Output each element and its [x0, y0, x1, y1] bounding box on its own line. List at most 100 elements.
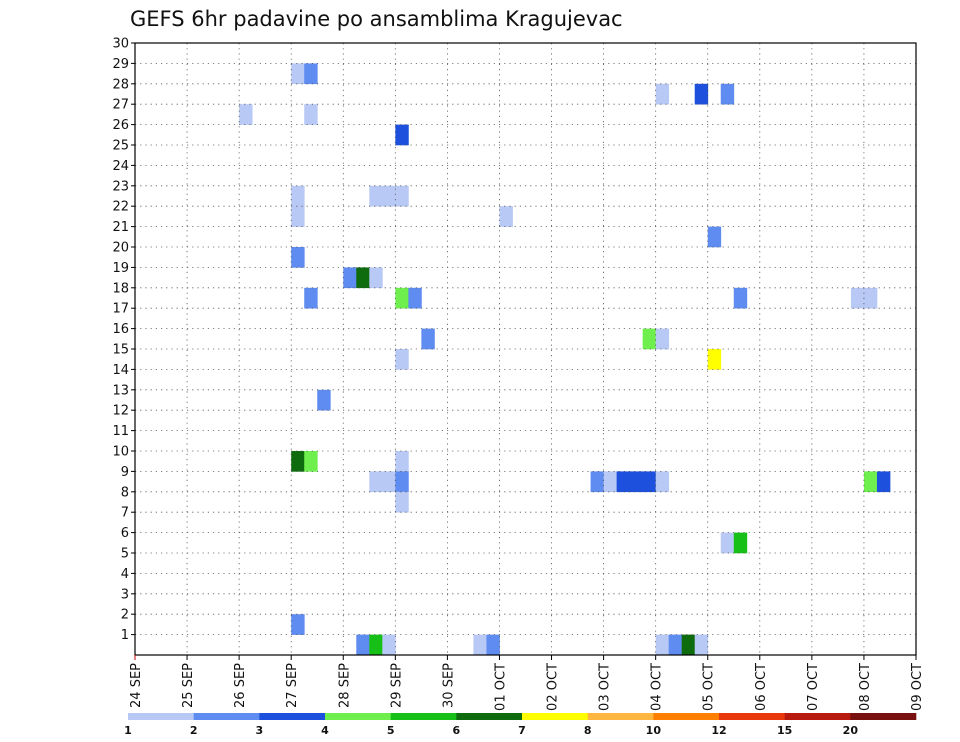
precip-cell	[304, 287, 318, 309]
precip-cell	[395, 451, 409, 472]
precip-cell	[694, 83, 709, 105]
colorbar-label: 12	[711, 724, 726, 737]
precip-cell	[421, 328, 435, 350]
y-tick-label: 2	[121, 608, 129, 623]
y-tick-label: 9	[121, 465, 129, 480]
x-tick-label: 04 OCT	[650, 663, 665, 711]
precip-cell	[616, 471, 631, 493]
precip-cell	[395, 287, 409, 309]
y-tick-label: 29	[112, 57, 129, 72]
colorbar-label: 10	[646, 724, 662, 737]
precip-cell	[382, 471, 396, 493]
precipitation-cells	[239, 63, 891, 656]
precip-cell	[694, 634, 709, 656]
precip-cell	[655, 328, 670, 350]
y-tick-label: 7	[121, 506, 129, 521]
y-tick-label: 23	[112, 179, 129, 194]
precip-cell	[395, 491, 409, 513]
colorbar-label: 2	[190, 724, 198, 737]
precip-cell	[239, 104, 253, 125]
x-tick-label: 30 SEP	[441, 663, 456, 708]
y-tick-label: 13	[112, 383, 129, 398]
colorbar-label: 8	[584, 724, 592, 737]
precip-cell	[655, 634, 670, 656]
y-tick-label: 15	[112, 343, 129, 358]
precip-cell	[395, 124, 409, 146]
precip-cell	[382, 634, 396, 656]
precip-cell	[863, 287, 878, 309]
precip-cell	[395, 185, 409, 207]
colorbar-label: 20	[843, 724, 859, 737]
precip-cell	[304, 451, 318, 472]
x-tick-label: 26 SEP	[233, 663, 248, 708]
precip-cell	[733, 532, 748, 554]
precip-cell	[603, 471, 618, 493]
colorbar-segment	[259, 713, 326, 720]
precip-cell	[369, 471, 383, 493]
x-tick-label: 24 SEP	[129, 663, 144, 708]
precip-cell	[642, 328, 657, 350]
precip-cell	[356, 634, 370, 656]
y-tick-label: 5	[121, 547, 129, 562]
colorbar-label: 5	[387, 724, 395, 737]
precip-cell	[486, 634, 500, 656]
precip-cell	[876, 471, 891, 493]
colorbar-segment	[522, 713, 588, 720]
precip-cell	[720, 532, 735, 554]
colorbar-segment	[128, 713, 194, 720]
colorbar-label: 3	[256, 724, 264, 737]
colorbar: 1 2 3 4 5 6 7 8 10 12 15 20	[124, 713, 917, 737]
precip-cell	[382, 185, 396, 207]
y-tick-label: 27	[112, 98, 129, 113]
precip-cell	[655, 83, 670, 105]
x-axis-ticks: 24 SEP 25 SEP 26 SEP 27 SEP 28 SEP 29 SEP 30 S…	[129, 655, 925, 711]
colorbar-segment	[587, 713, 654, 720]
y-tick-label: 8	[121, 485, 129, 500]
x-tick-label: 28 SEP	[337, 663, 352, 708]
colorbar-segment	[193, 713, 260, 720]
precip-cell	[291, 247, 305, 268]
y-tick-label: 21	[112, 220, 129, 235]
precip-cell	[707, 349, 722, 370]
x-tick-label: 29 SEP	[389, 663, 404, 708]
y-tick-label: 14	[112, 363, 129, 378]
colorbar-segment	[390, 713, 457, 720]
colorbar-segment	[719, 713, 785, 720]
y-tick-label: 26	[112, 118, 129, 133]
y-tick-label: 16	[112, 322, 129, 337]
precip-cell	[369, 267, 383, 289]
grid-lines	[135, 43, 916, 655]
precip-cell	[369, 185, 383, 207]
x-tick-label: 06 OCT	[754, 663, 769, 711]
y-tick-label: 24	[112, 159, 129, 174]
x-tick-label: 01 OCT	[493, 663, 508, 711]
precip-cell	[681, 634, 696, 656]
x-tick-label: 09 OCT	[910, 663, 925, 711]
precip-cell	[291, 614, 305, 635]
colorbar-segment	[850, 713, 917, 720]
x-tick-label: 02 OCT	[546, 663, 561, 711]
y-tick-label: 10	[112, 445, 129, 460]
colorbar-label: 1	[124, 724, 132, 737]
x-tick-label: 07 OCT	[806, 663, 821, 711]
precip-cell	[863, 471, 878, 493]
precip-cell	[356, 267, 370, 289]
precip-cell	[590, 471, 604, 493]
precip-cell	[291, 451, 305, 472]
precip-cell	[629, 471, 644, 493]
y-tick-label: 28	[112, 77, 129, 92]
colorbar-segment	[325, 713, 391, 720]
precip-cell	[850, 287, 865, 309]
precip-cell	[707, 226, 722, 248]
y-tick-label: 30	[112, 37, 129, 52]
y-tick-label: 6	[121, 526, 129, 541]
precip-cell	[473, 634, 487, 656]
precip-cell	[668, 634, 683, 656]
precip-cell	[395, 349, 409, 370]
precip-cell	[655, 471, 670, 493]
y-tick-label: 12	[112, 404, 129, 419]
y-tick-label: 4	[121, 567, 129, 582]
precip-cell	[499, 206, 513, 227]
x-tick-label: 25 SEP	[181, 663, 196, 708]
precip-cell	[304, 104, 318, 125]
